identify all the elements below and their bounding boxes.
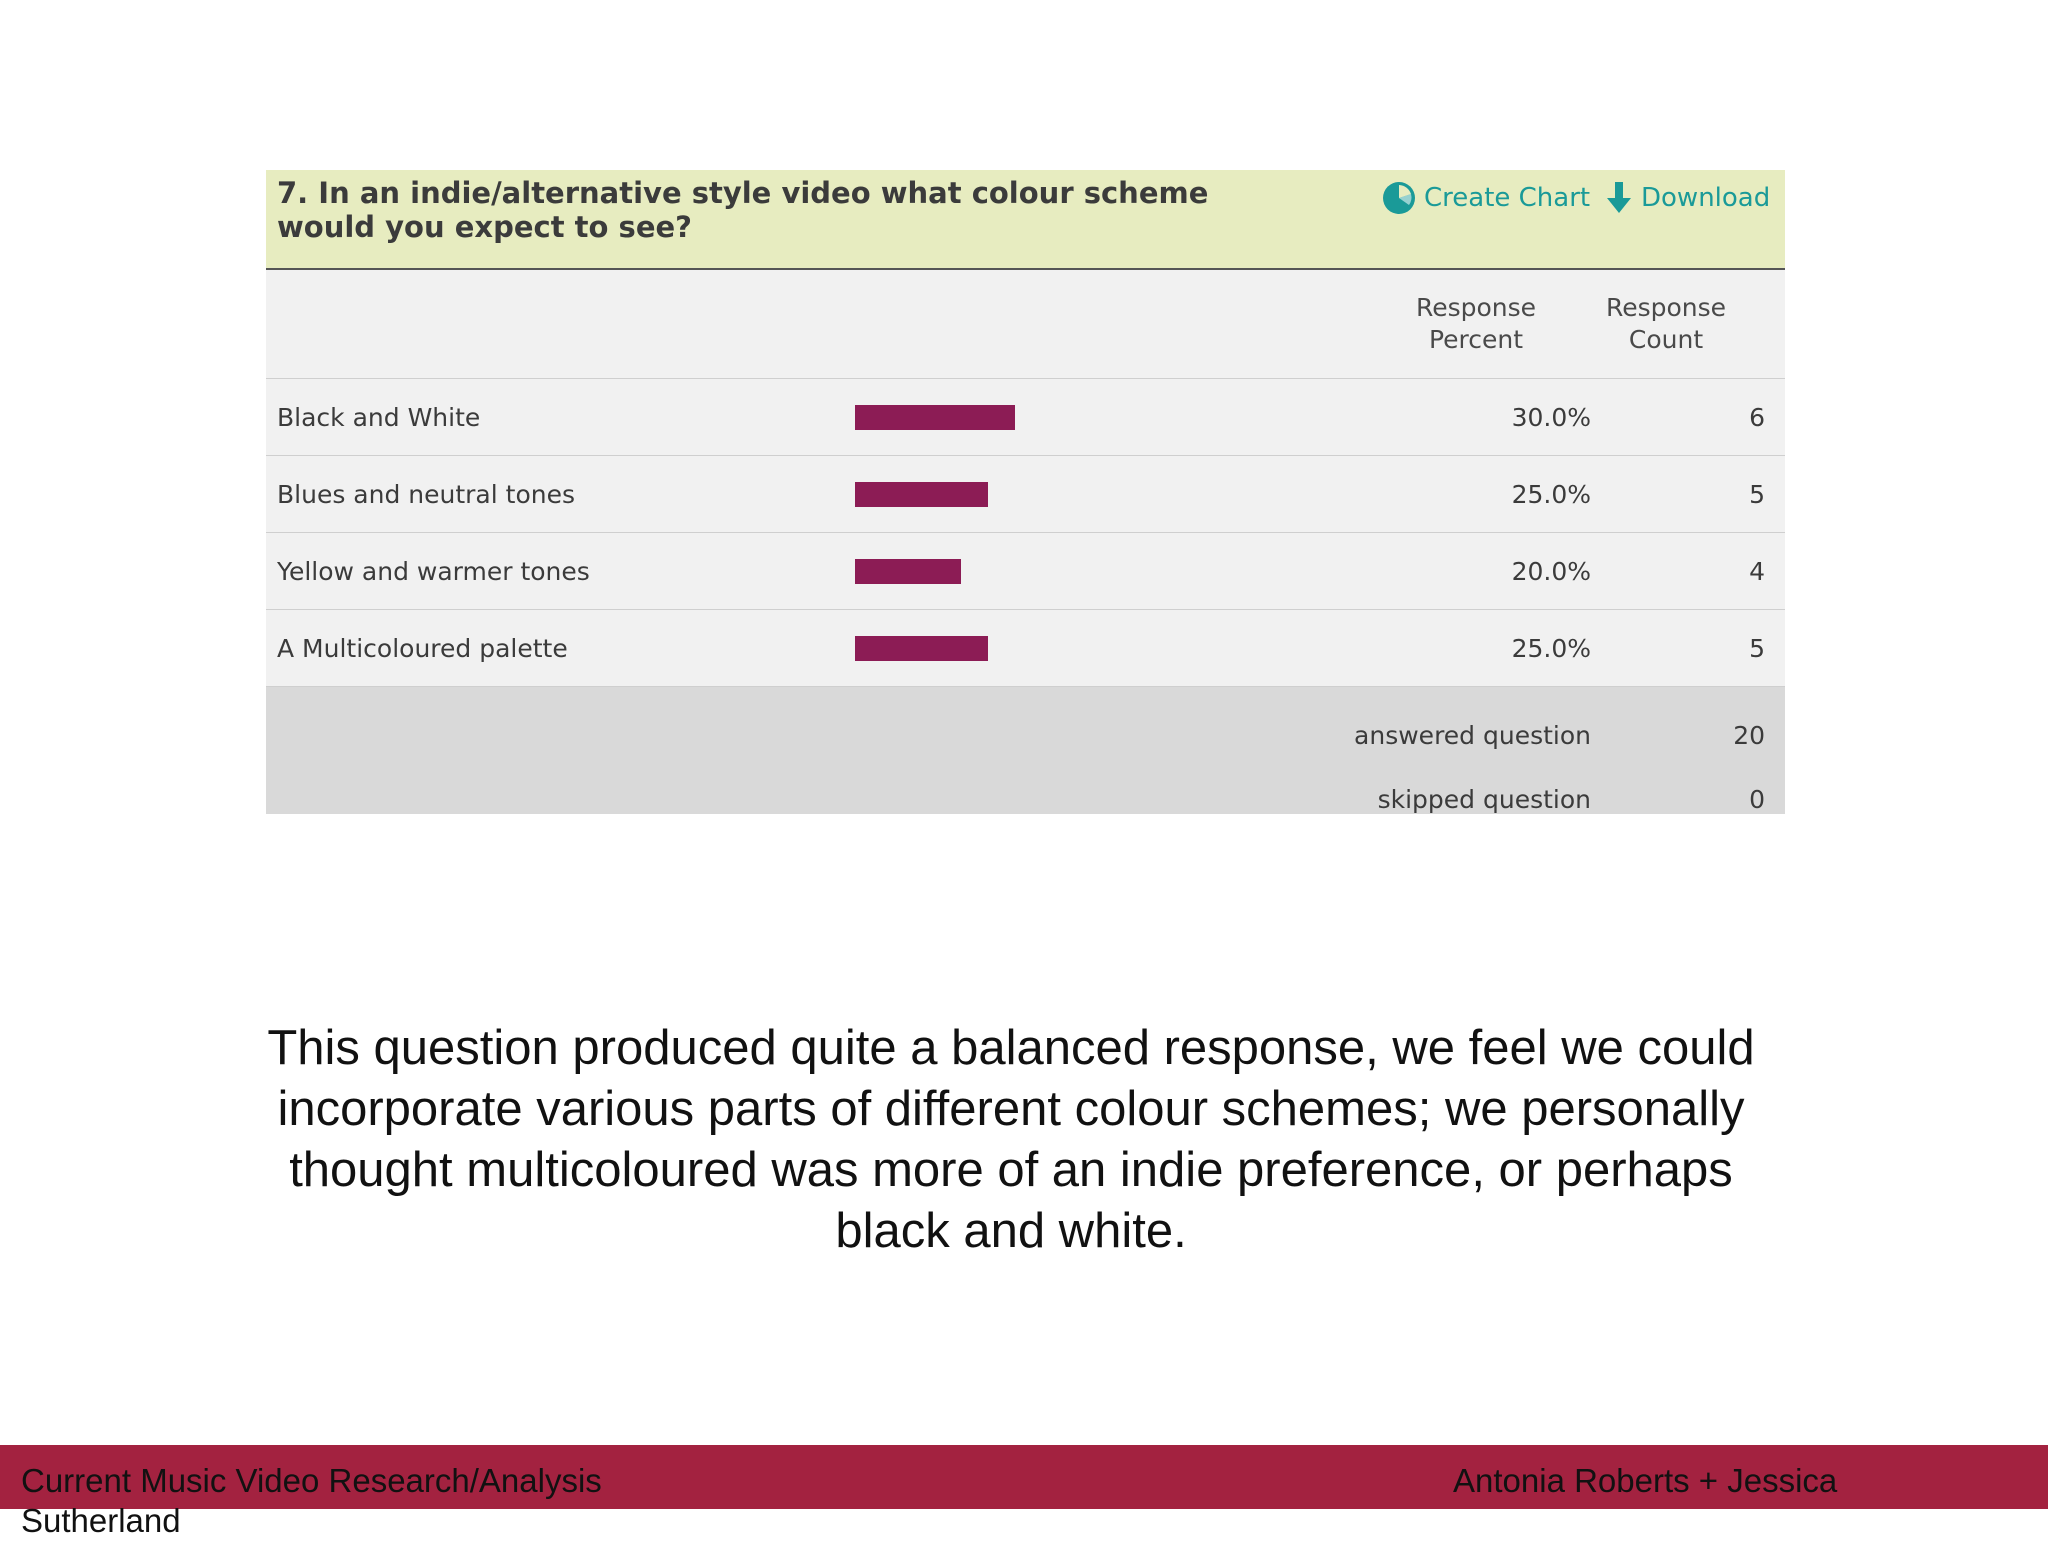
- create-chart-label: Create Chart: [1424, 183, 1591, 213]
- response-count: 5: [1749, 634, 1765, 663]
- answer-label: Blues and neutral tones: [277, 480, 575, 509]
- question-title: 7. In an indie/alternative style video w…: [277, 176, 1209, 244]
- answer-row: Yellow and warmer tones 20.0% 4: [266, 533, 1785, 610]
- footer-authors: Antonia Roberts + Jessica: [1453, 1462, 1838, 1499]
- pie-chart-icon: [1383, 182, 1415, 214]
- response-bar: [855, 405, 1015, 430]
- footer-author-surname: Sutherland: [21, 1502, 181, 1539]
- answer-label: Black and White: [277, 403, 481, 432]
- response-percent: 25.0%: [1511, 634, 1591, 663]
- download-label: Download: [1641, 183, 1771, 213]
- download-button[interactable]: Download: [1605, 178, 1770, 218]
- response-percent: 20.0%: [1511, 557, 1591, 586]
- download-arrow-icon: [1607, 182, 1631, 213]
- footer-bar: [0, 1445, 2048, 1509]
- column-headers: Response Percent Response Count: [266, 270, 1785, 379]
- response-bar: [855, 559, 961, 584]
- response-percent-header-line2: Percent: [1428, 325, 1524, 354]
- answer-row: A Multicoloured palette 25.0% 5: [266, 610, 1785, 687]
- response-count: 5: [1749, 480, 1765, 509]
- survey-results-panel: 7. In an indie/alternative style video w…: [266, 170, 1785, 814]
- skipped-question-value: 0: [1749, 785, 1765, 814]
- response-count: 6: [1749, 403, 1765, 432]
- question-header: 7. In an indie/alternative style video w…: [266, 170, 1785, 270]
- response-count-header-line2: Count: [1628, 325, 1704, 354]
- summary-section: answered question 20 skipped question 0: [266, 687, 1785, 814]
- answered-question-label: answered question: [1354, 721, 1591, 750]
- response-percent-header-line1: Response: [1415, 293, 1537, 322]
- response-percent: 30.0%: [1511, 403, 1591, 432]
- footer-left-text: Current Music Video Research/Analysis Su…: [21, 1461, 721, 1541]
- answer-row: Black and White 30.0% 6: [266, 379, 1785, 456]
- slide-caption: This question produced quite a balanced …: [267, 1021, 1755, 1258]
- response-bar: [855, 636, 988, 661]
- footer-title: Current Music Video Research/Analysis: [21, 1462, 602, 1499]
- response-percent: 25.0%: [1511, 480, 1591, 509]
- answered-question-value: 20: [1733, 721, 1765, 750]
- answer-label: Yellow and warmer tones: [277, 557, 590, 586]
- response-percent-header: Response Percent: [1376, 292, 1576, 356]
- answer-row: Blues and neutral tones 25.0% 5: [266, 456, 1785, 533]
- create-chart-button[interactable]: Create Chart: [1382, 178, 1590, 218]
- answer-label: A Multicoloured palette: [277, 634, 568, 663]
- response-bar: [855, 482, 988, 507]
- response-count-header: Response Count: [1566, 292, 1766, 356]
- response-count-header-line1: Response: [1605, 293, 1727, 322]
- response-count: 4: [1749, 557, 1765, 586]
- skipped-question-label: skipped question: [1377, 785, 1591, 814]
